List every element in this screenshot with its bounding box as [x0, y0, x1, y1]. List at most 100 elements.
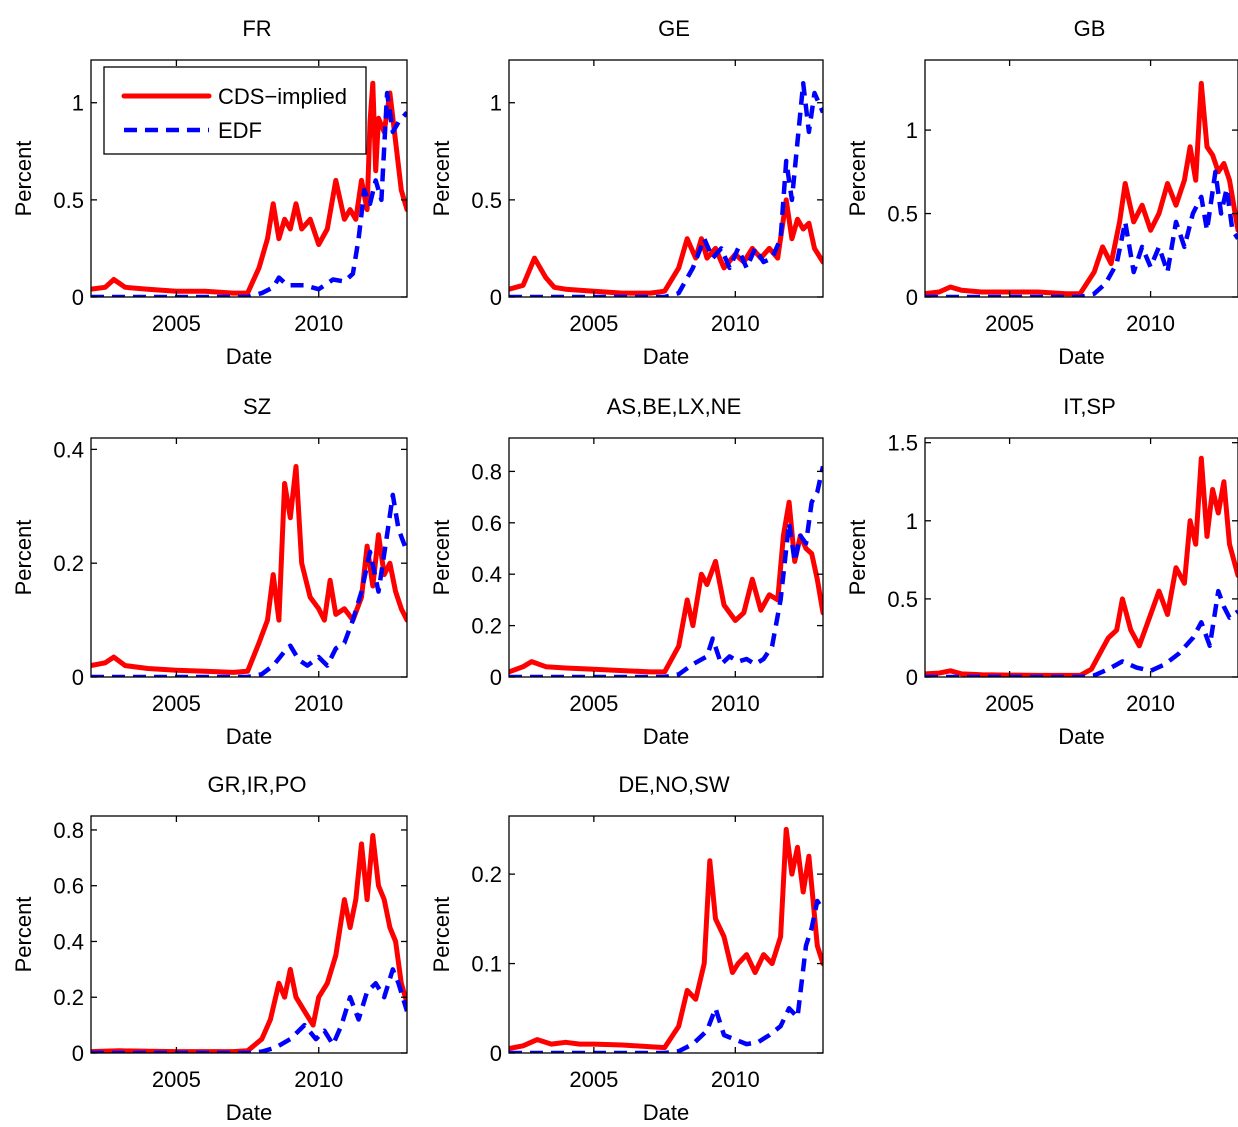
y-axis-label: Percent: [845, 520, 870, 596]
x-tick-label: 2005: [569, 691, 618, 716]
series-group: [925, 80, 1238, 297]
x-axis-label: Date: [643, 344, 689, 369]
panel-title-de-no-sw: DE,NO,SW: [618, 772, 729, 797]
chart-panel-it-sp: 2005 2010 0 0.5 1 1.5 IT,SP Date Percent: [845, 394, 1238, 749]
x-axis-label: Date: [643, 724, 689, 749]
y-tick-label: 0: [72, 665, 84, 690]
y-tick-label: 0: [72, 1041, 84, 1066]
chart-panel-sz: 2005 2010 0 0.2 0.4 SZ Date Percent: [11, 394, 408, 749]
x-tick-label: 2010: [711, 1067, 760, 1092]
x-tick-label: 2005: [152, 311, 201, 336]
chart-panel-as-be-lx-ne: 2005 2010 0 0.2 0.4 0.6 0.8 AS,BE,LX,NE Date Perc…: [429, 394, 824, 749]
y-axis-label: Percent: [429, 141, 454, 217]
y-tick-label: 0: [72, 285, 84, 310]
series-group: [91, 833, 407, 1053]
cds-implied-line-fr: [91, 80, 407, 296]
panel-title-fr: FR: [242, 16, 271, 41]
series-group: [509, 465, 823, 677]
series-group: [91, 80, 407, 297]
x-axis-label: Date: [1058, 724, 1104, 749]
y-tick-label: 1: [906, 509, 918, 534]
cds-implied-line-gb: [925, 80, 1238, 297]
panel-title-gb: GB: [1074, 16, 1106, 41]
x-axis-label: Date: [226, 1100, 272, 1125]
y-axis-label: Percent: [429, 520, 454, 596]
edf-line-gb: [925, 169, 1238, 297]
chart-panel-de-no-sw: 2005 2010 0 0.1 0.2 DE,NO,SW Date Percent: [429, 772, 824, 1125]
x-tick-label: 2010: [1126, 691, 1175, 716]
chart-panel-gb: 2005 2010 0 0.5 1 GB Date Percent: [845, 16, 1238, 369]
panel-title-gr-ir-po: GR,IR,PO: [207, 772, 306, 797]
series-group: [509, 81, 823, 297]
edf-line-as-be-lx-ne: [509, 465, 823, 677]
y-tick-label: 0.5: [887, 587, 918, 612]
y-tick-label: 0: [906, 665, 918, 690]
y-axis-label: Percent: [11, 897, 36, 973]
y-tick-label: 1.5: [887, 431, 918, 456]
y-tick-label: 0.4: [53, 929, 84, 954]
x-tick-label: 2005: [569, 1067, 618, 1092]
x-tick-label: 2010: [711, 691, 760, 716]
edf-line-ge: [509, 81, 823, 297]
plot-area: [509, 816, 823, 1053]
x-tick-label: 2010: [711, 311, 760, 336]
edf-line-sz: [91, 492, 407, 677]
y-tick-label: 0: [906, 285, 918, 310]
edf-line-gr-ir-po: [91, 967, 407, 1053]
plot-area: [509, 438, 823, 677]
y-tick-label: 0.2: [53, 985, 84, 1010]
cds-implied-line-it-sp: [925, 455, 1238, 677]
x-tick-label: 2005: [152, 1067, 201, 1092]
panel-title-ge: GE: [658, 16, 690, 41]
cds-implied-line-de-no-sw: [509, 826, 823, 1051]
x-axis-label: Date: [226, 724, 272, 749]
plot-area: [91, 816, 407, 1053]
axes-frame: [90, 815, 408, 1054]
legend: CDS−implied EDF: [103, 66, 367, 155]
x-tick-label: 2010: [294, 1067, 343, 1092]
x-tick-label: 2010: [294, 691, 343, 716]
axes-frame: [508, 437, 824, 678]
edf-line-fr: [91, 90, 407, 297]
series-group: [91, 464, 407, 677]
y-tick-label: 0.2: [471, 862, 502, 887]
edf-line-it-sp: [925, 588, 1238, 677]
axes-frame: [90, 59, 408, 298]
edf-line-de-no-sw: [509, 898, 823, 1053]
x-axis-label: Date: [1058, 344, 1104, 369]
legend-label-cds-implied: CDS−implied: [218, 84, 347, 109]
series-group: [925, 455, 1238, 677]
panel-title-sz: SZ: [243, 394, 271, 419]
cds-implied-line-ge: [509, 197, 823, 296]
x-tick-label: 2010: [1126, 311, 1175, 336]
x-tick-label: 2010: [294, 311, 343, 336]
x-tick-label: 2005: [569, 311, 618, 336]
panel-title-it-sp: IT,SP: [1063, 394, 1116, 419]
chart-panel-gr-ir-po: 2005 2010 0 0.2 0.4 0.6 0.8 GR,IR,PO Date Percent: [11, 772, 408, 1125]
x-tick-label: 2005: [985, 691, 1034, 716]
y-tick-label: 0.5: [887, 202, 918, 227]
axes-frame: [924, 437, 1238, 678]
y-tick-label: 1: [906, 118, 918, 143]
series-group: [509, 826, 823, 1053]
y-tick-label: 0.4: [471, 562, 502, 587]
y-tick-label: 0.6: [53, 874, 84, 899]
y-axis-label: Percent: [11, 520, 36, 596]
x-axis-label: Date: [226, 344, 272, 369]
y-tick-label: 0.2: [471, 614, 502, 639]
y-tick-label: 0: [490, 665, 502, 690]
y-tick-label: 0.5: [471, 188, 502, 213]
axes-frame: [90, 437, 408, 678]
y-tick-label: 1: [490, 91, 502, 116]
axes-frame: [508, 59, 824, 298]
chart-panel-ge: 2005 2010 0 0.5 1 GE Date Percent: [429, 16, 824, 369]
x-tick-label: 2005: [152, 691, 201, 716]
y-axis-label: Percent: [845, 141, 870, 217]
y-tick-label: 0.4: [53, 437, 84, 462]
legend-label-edf: EDF: [218, 118, 262, 143]
y-tick-label: 1: [72, 91, 84, 116]
y-tick-label: 0.2: [53, 551, 84, 576]
plot-area: [509, 60, 823, 297]
y-tick-label: 0.8: [53, 818, 84, 843]
